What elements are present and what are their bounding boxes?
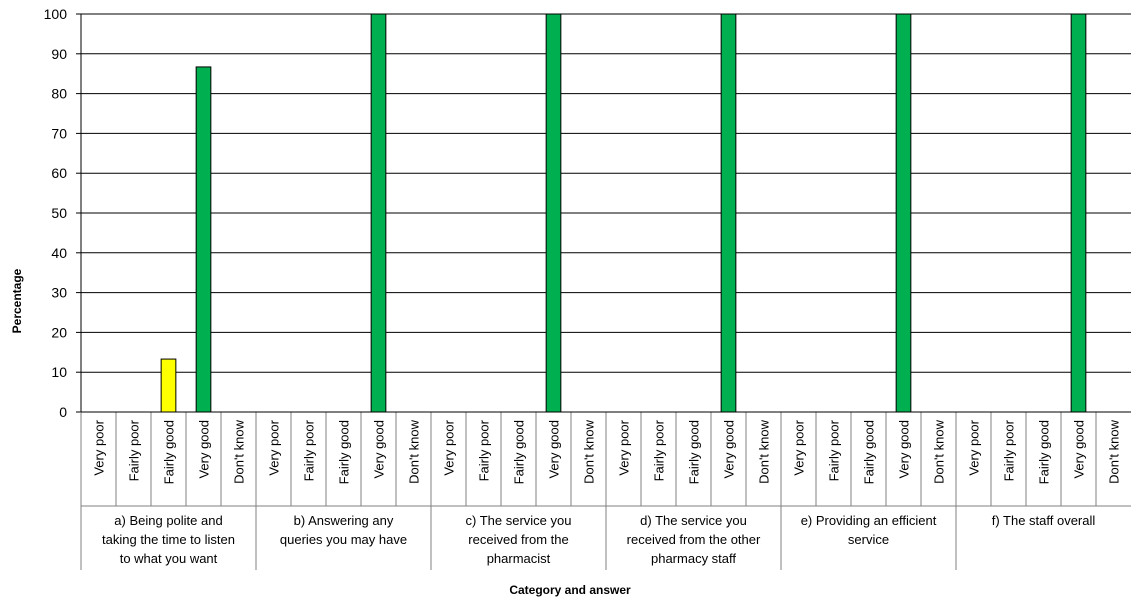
- x-category-label: Very poor: [92, 419, 107, 475]
- x-category-label: Fairly good: [862, 420, 877, 484]
- x-category-label: Very good: [547, 420, 562, 479]
- x-category-label: Fairly good: [1037, 420, 1052, 484]
- y-tick-label: 30: [51, 285, 67, 301]
- group-label: f) The staff overall: [992, 513, 1096, 528]
- bar: [545, 13, 562, 413]
- x-category-label: Don't know: [1107, 419, 1122, 484]
- x-category-label: Fairly poor: [827, 419, 842, 481]
- x-category-label: Very good: [372, 420, 387, 479]
- y-tick-label: 0: [59, 404, 67, 420]
- y-tick-label: 50: [51, 205, 67, 221]
- y-tick-label: 20: [51, 324, 67, 340]
- x-axis-title: Category and answer: [509, 583, 631, 597]
- axes: [76, 13, 1131, 570]
- x-category-label: Don't know: [232, 419, 247, 484]
- bar: [370, 13, 387, 413]
- bar: [1070, 13, 1087, 413]
- group-label: e) Providing an efficient service: [801, 513, 937, 547]
- x-category-label: Fairly poor: [302, 419, 317, 481]
- x-category-labels: Very poor Fairly poor Fairly good Very good…: [92, 419, 1122, 484]
- x-category-label: Don't know: [407, 419, 422, 484]
- bar: [895, 13, 912, 413]
- x-category-label: Fairly poor: [1002, 419, 1017, 481]
- group-label: d) The service you received from the othe…: [627, 513, 761, 566]
- x-category-label: Very good: [897, 420, 912, 479]
- group-label: b) Answering any queries you may have: [280, 513, 407, 547]
- bar: [195, 66, 212, 413]
- y-tick-label: 90: [51, 46, 67, 62]
- bar: [160, 358, 177, 413]
- y-tick-label: 70: [51, 125, 67, 141]
- gridlines: [81, 13, 1131, 413]
- x-category-label: Don't know: [582, 419, 597, 484]
- y-tick-label: 10: [51, 364, 67, 380]
- x-category-label: Fairly good: [162, 420, 177, 484]
- y-tick-label: 100: [44, 6, 68, 22]
- x-category-label: Very poor: [442, 419, 457, 475]
- y-tick-label: 80: [51, 86, 67, 102]
- x-category-label: Fairly good: [337, 420, 352, 484]
- y-axis-title: Percentage: [10, 268, 24, 333]
- y-tick-labels: 0 10 20 30 40 50 60 70 80 90 100: [44, 6, 68, 420]
- x-category-label: Very poor: [792, 419, 807, 475]
- x-category-label: Don't know: [932, 419, 947, 484]
- x-category-label: Fairly poor: [652, 419, 667, 481]
- group-label: c) The service you received from the pharm…: [466, 513, 572, 566]
- x-category-label: Don't know: [757, 419, 772, 484]
- x-category-label: Very poor: [267, 419, 282, 475]
- group-labels: a) Being polite and taking the time to li…: [102, 513, 1095, 566]
- x-category-label: Very good: [722, 420, 737, 479]
- group-label: a) Being polite and taking the time to li…: [102, 513, 235, 566]
- x-category-label: Very good: [1072, 420, 1087, 479]
- y-tick-label: 60: [51, 165, 67, 181]
- x-category-label: Fairly poor: [127, 419, 142, 481]
- x-category-label: Fairly good: [512, 420, 527, 484]
- x-category-label: Very good: [197, 420, 212, 479]
- x-category-label: Very poor: [617, 419, 632, 475]
- bar: [720, 13, 737, 413]
- y-tick-label: 40: [51, 245, 67, 261]
- x-category-label: Fairly poor: [477, 419, 492, 481]
- x-category-label: Fairly good: [687, 420, 702, 484]
- x-category-label: Very poor: [967, 419, 982, 475]
